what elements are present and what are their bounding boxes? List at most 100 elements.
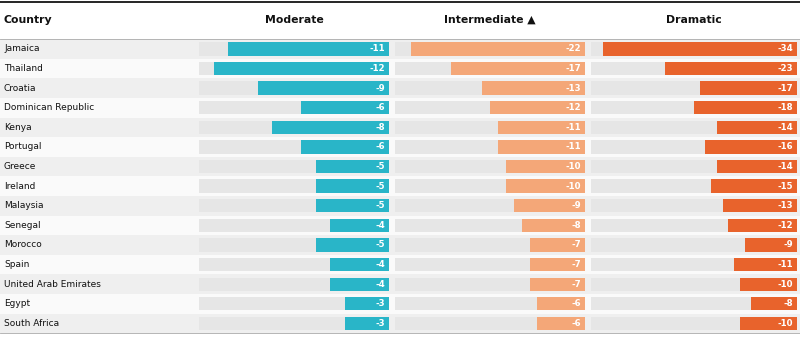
Bar [0,78,800,98]
Text: Portugal: Portugal [4,142,42,151]
Bar [395,219,585,232]
Bar [0,196,800,216]
Text: Thailand: Thailand [4,64,43,73]
Bar [482,82,585,95]
Text: -5: -5 [375,201,385,210]
Text: -4: -4 [375,260,385,269]
Bar [700,82,797,95]
Bar [694,101,797,114]
Bar [395,297,585,310]
Bar [0,39,800,59]
Bar [538,317,585,330]
Bar [666,62,797,75]
Bar [522,219,585,232]
Bar [734,258,797,271]
Bar [199,82,389,95]
Bar [395,101,585,114]
Bar [717,160,797,173]
Text: -12: -12 [777,221,793,230]
Bar [740,317,797,330]
Text: Dramatic: Dramatic [666,15,722,24]
Text: -7: -7 [571,280,581,289]
Bar [0,216,800,235]
Text: -22: -22 [565,45,581,53]
Bar [591,160,797,173]
Bar [591,121,797,134]
Text: Morocco: Morocco [4,240,42,250]
Text: -5: -5 [375,182,385,191]
Bar [591,219,797,232]
Text: Egypt: Egypt [4,299,30,308]
Bar [498,140,585,154]
Bar [751,297,797,310]
Bar [316,199,389,212]
Text: -8: -8 [571,221,581,230]
Bar [591,199,797,212]
Text: -14: -14 [777,162,793,171]
Text: -11: -11 [565,142,581,151]
Bar [345,317,389,330]
Text: -12: -12 [369,64,385,73]
Bar [199,297,389,310]
Bar [199,277,389,291]
Bar [740,277,797,291]
Text: -3: -3 [375,299,385,308]
Bar [199,101,389,114]
Text: Senegal: Senegal [4,221,41,230]
Bar [746,238,797,252]
Text: South Africa: South Africa [4,319,59,328]
Bar [199,199,389,212]
Bar [258,82,389,95]
Text: Country: Country [4,15,53,24]
Bar [316,238,389,252]
Bar [0,176,800,196]
Bar [199,180,389,193]
Bar [591,140,797,154]
Text: -10: -10 [566,162,581,171]
Text: United Arab Emirates: United Arab Emirates [4,280,101,289]
Bar [591,238,797,252]
Bar [395,199,585,212]
Text: -7: -7 [571,240,581,250]
Text: -7: -7 [571,260,581,269]
Text: -14: -14 [777,123,793,132]
Text: -13: -13 [777,201,793,210]
Bar [199,238,389,252]
Text: -4: -4 [375,280,385,289]
Bar [0,157,800,176]
Text: -5: -5 [375,240,385,250]
Bar [0,118,800,137]
Bar [506,180,585,193]
Text: Moderate: Moderate [265,15,323,24]
Text: Dominican Republic: Dominican Republic [4,103,94,112]
Bar [530,238,585,252]
Bar [199,160,389,173]
Bar [199,219,389,232]
Bar [330,219,389,232]
Text: Greece: Greece [4,162,36,171]
Bar [591,42,797,55]
Bar [214,62,389,75]
Bar [0,274,800,294]
Bar [395,140,585,154]
Text: -17: -17 [565,64,581,73]
Text: Kenya: Kenya [4,123,32,132]
Bar [591,317,797,330]
Bar [591,101,797,114]
Text: -5: -5 [375,162,385,171]
Text: -13: -13 [565,84,581,92]
Text: -18: -18 [777,103,793,112]
Bar [450,62,585,75]
Text: -11: -11 [565,123,581,132]
Bar [199,317,389,330]
Bar [591,82,797,95]
Bar [395,317,585,330]
Bar [0,313,800,333]
Bar [199,140,389,154]
Bar [717,121,797,134]
Bar [395,238,585,252]
Bar [602,42,797,55]
Bar [395,160,585,173]
Text: -4: -4 [375,221,385,230]
Bar [199,258,389,271]
